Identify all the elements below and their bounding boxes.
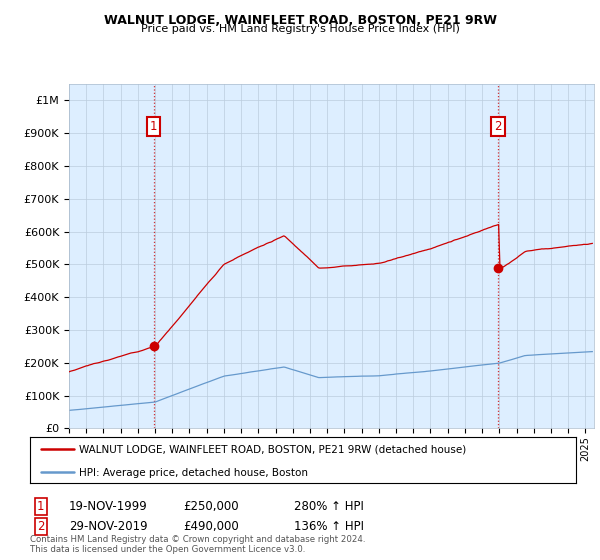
Text: 280% ↑ HPI: 280% ↑ HPI (294, 500, 364, 514)
Text: £490,000: £490,000 (183, 520, 239, 533)
Text: HPI: Average price, detached house, Boston: HPI: Average price, detached house, Bost… (79, 468, 308, 478)
Text: WALNUT LODGE, WAINFLEET ROAD, BOSTON, PE21 9RW: WALNUT LODGE, WAINFLEET ROAD, BOSTON, PE… (104, 14, 497, 27)
Text: Price paid vs. HM Land Registry's House Price Index (HPI): Price paid vs. HM Land Registry's House … (140, 24, 460, 34)
Text: 19-NOV-1999: 19-NOV-1999 (69, 500, 148, 514)
Text: £250,000: £250,000 (183, 500, 239, 514)
Text: WALNUT LODGE, WAINFLEET ROAD, BOSTON, PE21 9RW (detached house): WALNUT LODGE, WAINFLEET ROAD, BOSTON, PE… (79, 445, 466, 455)
Text: 2: 2 (494, 120, 502, 133)
Text: 2: 2 (37, 520, 44, 533)
Text: 1: 1 (37, 500, 44, 514)
Text: 136% ↑ HPI: 136% ↑ HPI (294, 520, 364, 533)
Text: 1: 1 (150, 120, 157, 133)
Text: Contains HM Land Registry data © Crown copyright and database right 2024.
This d: Contains HM Land Registry data © Crown c… (30, 535, 365, 554)
Text: 29-NOV-2019: 29-NOV-2019 (69, 520, 148, 533)
